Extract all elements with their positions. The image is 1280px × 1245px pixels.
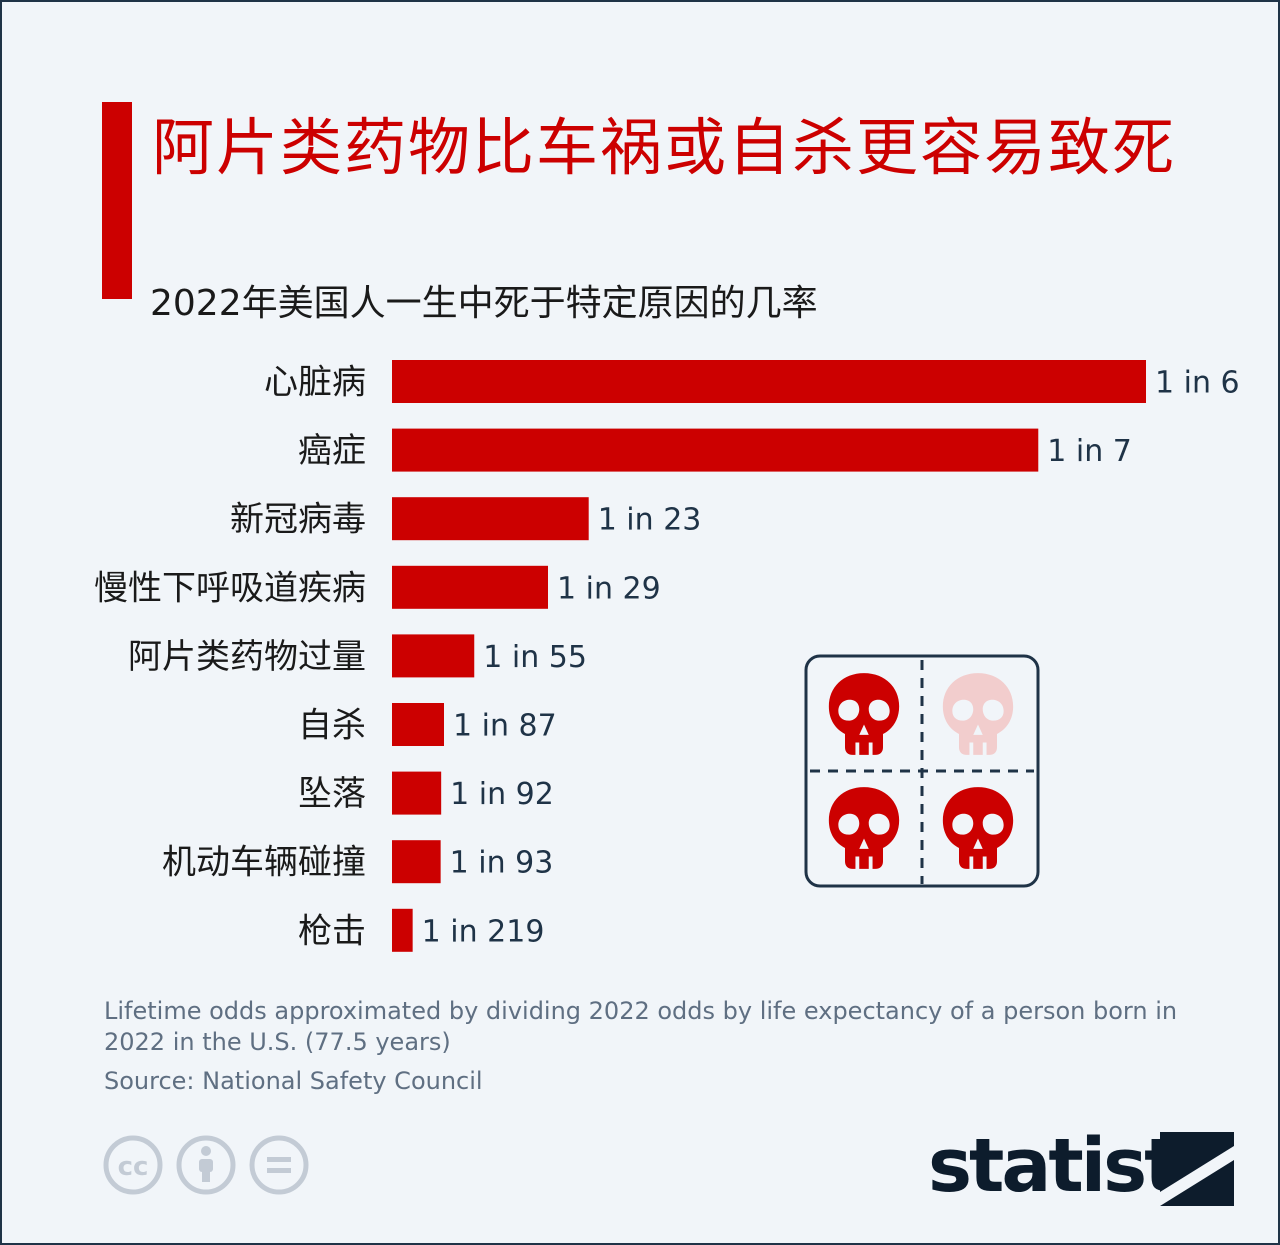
category-label: 坠落 bbox=[298, 774, 366, 814]
title-accent-bar bbox=[102, 102, 132, 299]
value-label: 1 in 23 bbox=[598, 503, 702, 538]
category-label: 心脏病 bbox=[264, 363, 366, 403]
value-label: 1 in 7 bbox=[1047, 434, 1132, 469]
value-label: 1 in 87 bbox=[453, 709, 557, 744]
category-label: 机动车辆碰撞 bbox=[162, 843, 366, 883]
bar bbox=[392, 565, 548, 609]
value-label: 1 in 219 bbox=[422, 914, 545, 949]
bar bbox=[392, 908, 413, 952]
bar bbox=[392, 771, 442, 815]
bar-chart: 心脏病 1 in 6 癌症 1 in 7 新冠病毒 1 in 23 慢性下呼吸道疾病 1 in… bbox=[94, 360, 1240, 952]
no-derivatives-icon[interactable] bbox=[249, 1135, 309, 1195]
value-label: 1 in 6 bbox=[1155, 366, 1240, 401]
bar bbox=[392, 497, 589, 541]
bar bbox=[392, 428, 1039, 472]
category-label: 慢性下呼吸道疾病 bbox=[94, 568, 366, 608]
svg-text:cc: cc bbox=[118, 1152, 149, 1182]
category-label: 自杀 bbox=[298, 706, 366, 746]
category-label: 枪击 bbox=[298, 911, 366, 951]
value-label: 1 in 29 bbox=[557, 571, 661, 606]
category-label: 阿片类药物过量 bbox=[128, 637, 366, 677]
license-icons: cc bbox=[103, 1135, 309, 1195]
value-label: 1 in 92 bbox=[450, 777, 554, 812]
bar bbox=[392, 703, 444, 746]
skull-grid-icon bbox=[804, 654, 1040, 888]
footnote: Lifetime odds approximated by dividing 2… bbox=[104, 997, 1178, 1056]
bar bbox=[392, 360, 1146, 403]
value-label: 1 in 93 bbox=[450, 846, 554, 881]
page-subtitle: 2022年美国人一生中死于特定原因的几率 bbox=[150, 283, 818, 324]
statista-logo[interactable]: statista bbox=[928, 1120, 1248, 1220]
cc-icon[interactable]: cc bbox=[103, 1135, 163, 1195]
statista-mark-icon bbox=[1160, 1132, 1234, 1206]
page-title: 阿片类药物比车祸或自杀更容易致死 bbox=[152, 111, 1177, 184]
category-label: 癌症 bbox=[298, 431, 366, 471]
bar bbox=[392, 634, 475, 678]
attribution-icon[interactable] bbox=[176, 1135, 236, 1195]
category-label: 新冠病毒 bbox=[230, 500, 366, 540]
bar bbox=[392, 840, 441, 884]
value-label: 1 in 55 bbox=[483, 640, 587, 675]
source-note: Source: National Safety Council bbox=[104, 1067, 483, 1095]
